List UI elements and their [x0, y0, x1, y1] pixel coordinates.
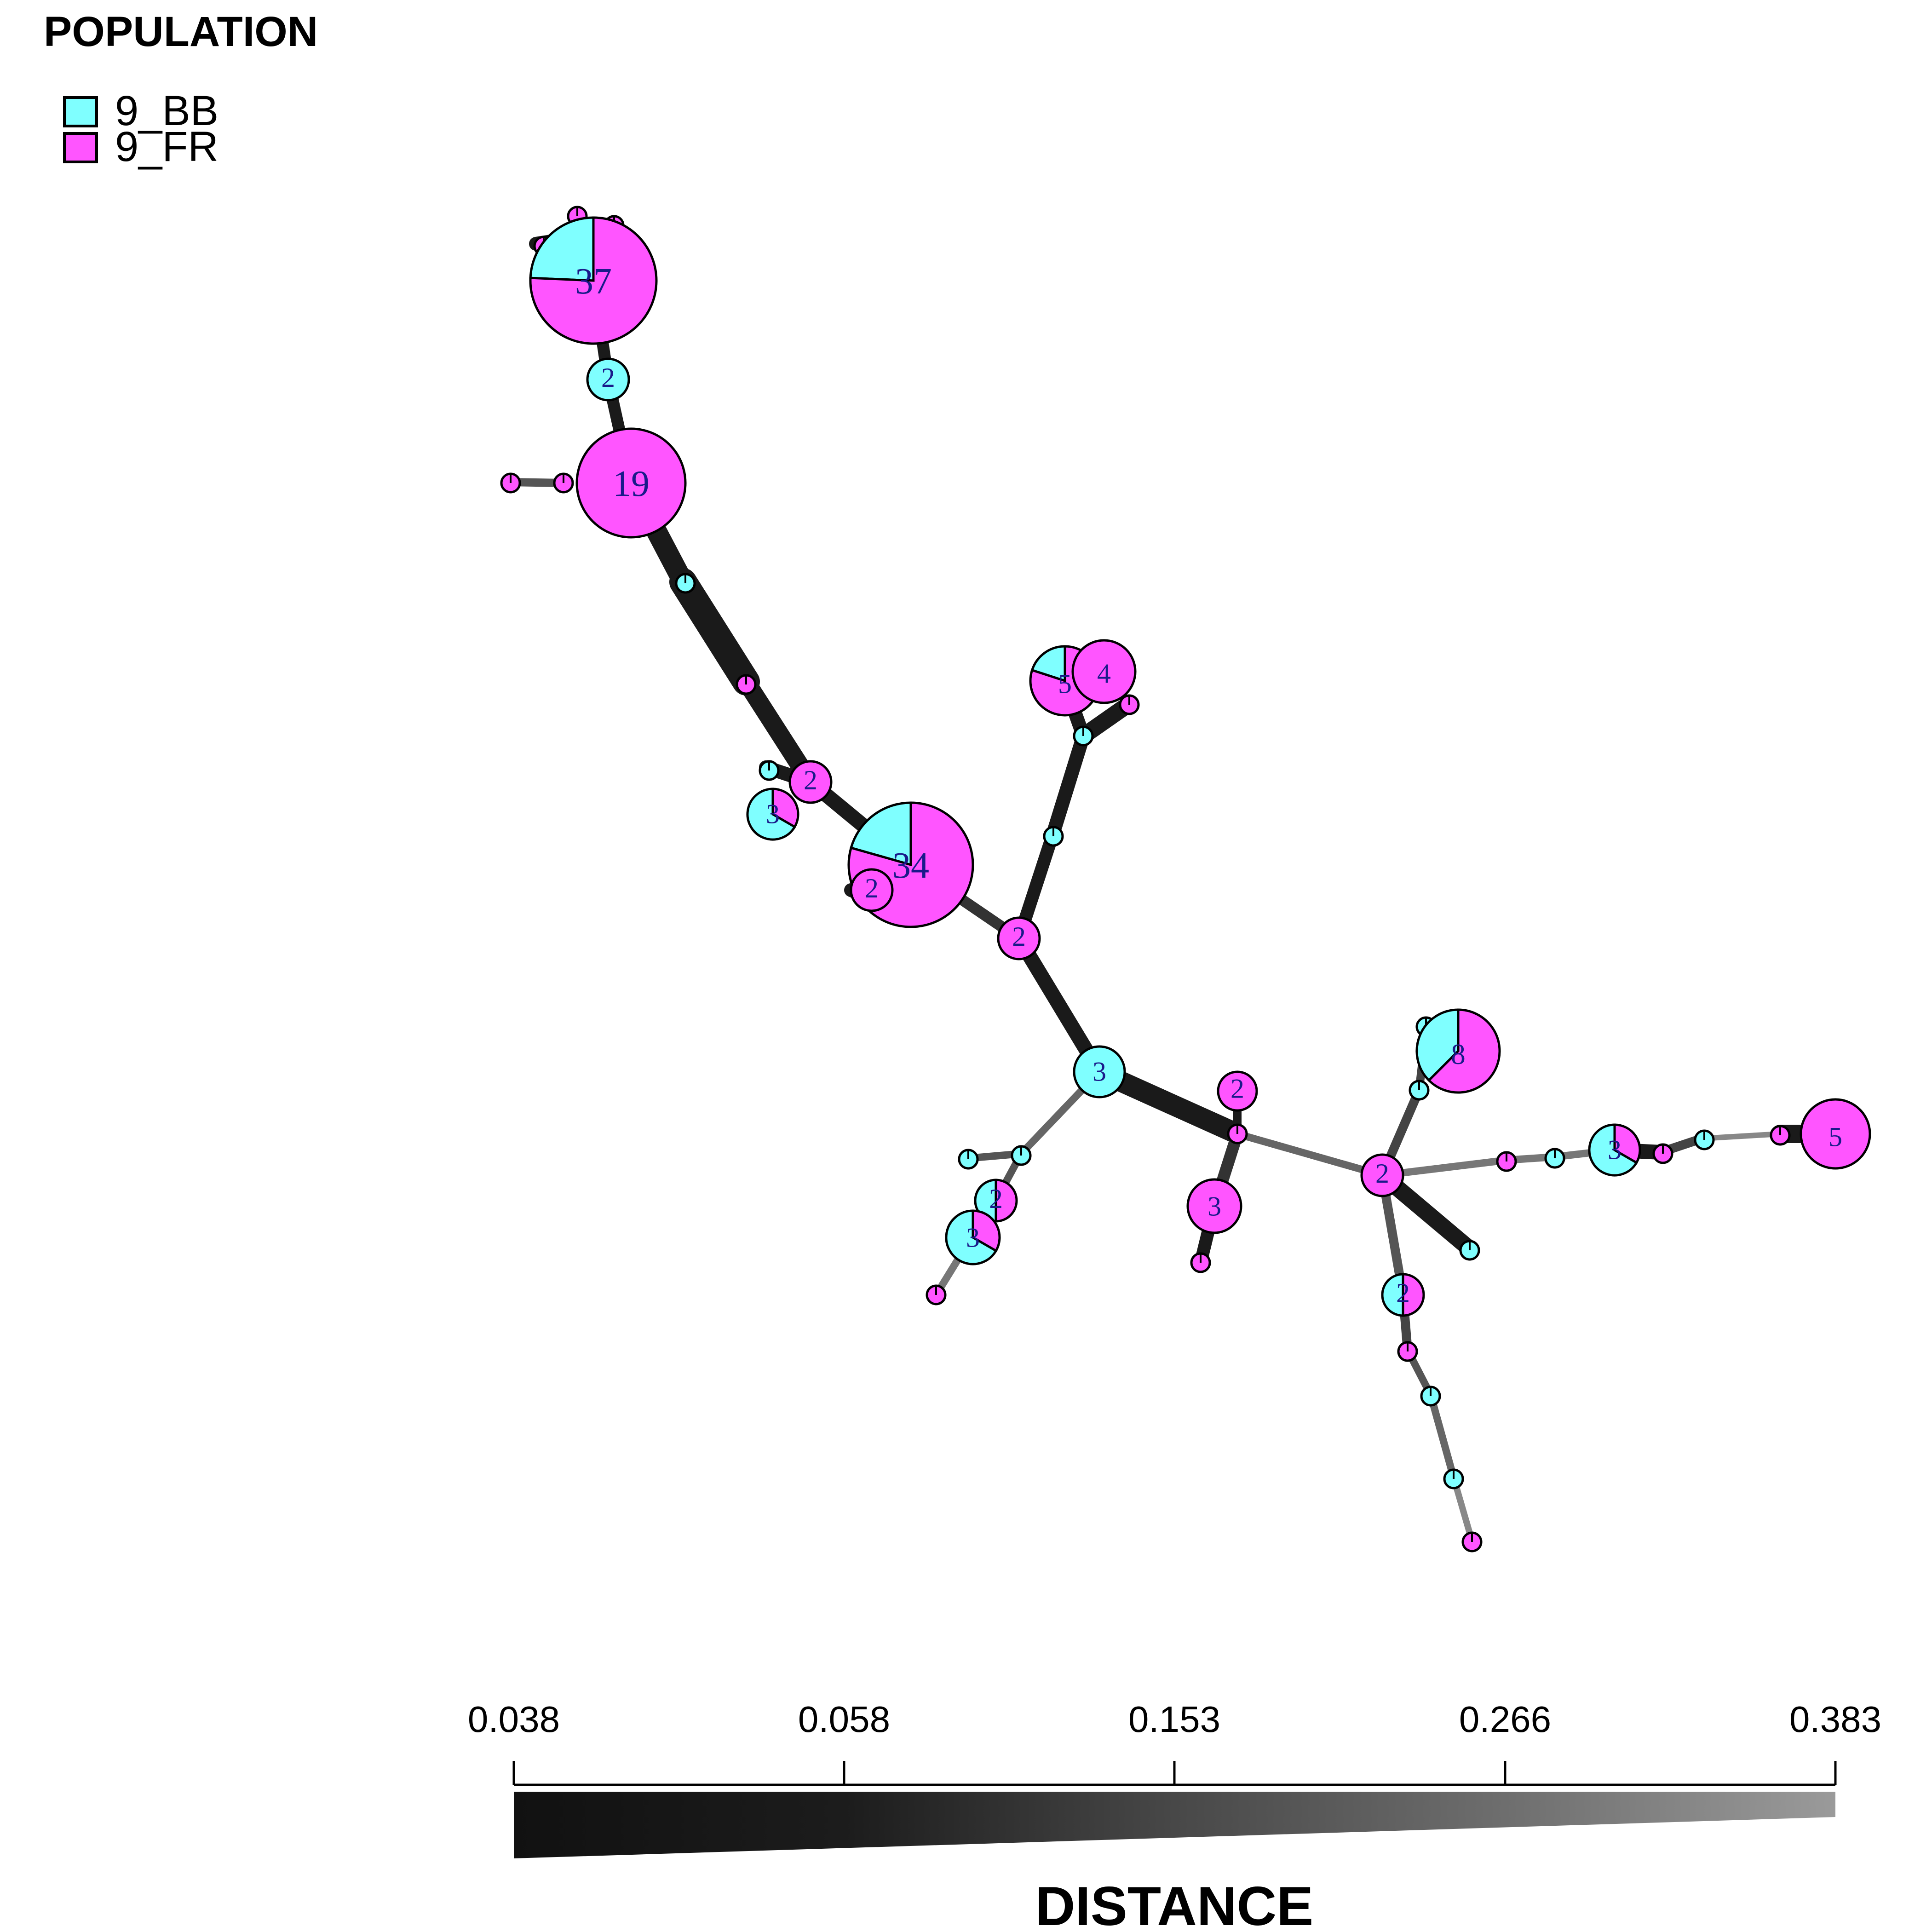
edge	[1234, 1130, 1386, 1179]
scale-tick-label: 0.383	[1789, 1699, 1881, 1740]
legend-title: POPULATION	[44, 8, 318, 55]
pie-slice	[945, 1209, 998, 1265]
distance-gradient-wedge	[514, 1792, 1835, 1858]
distance-scale: 0.038 0.058 0.153 0.266 0.383 DISTANCE	[468, 1699, 1881, 1932]
pie-slice	[746, 788, 797, 841]
scale-tick-label: 0.058	[798, 1699, 890, 1740]
pie-slice	[529, 216, 595, 282]
legend-swatch-bb	[63, 96, 98, 127]
pie-slice	[1381, 1273, 1404, 1317]
haplotype-count-label: 2	[804, 765, 817, 795]
haplotype-count-label: 3	[966, 1222, 980, 1253]
haplotype-count-label: 4	[1097, 658, 1111, 689]
haplotype-count-label: 2	[1375, 1158, 1389, 1189]
haplotype-count-label: 3	[1092, 1056, 1106, 1087]
pie-slice	[850, 801, 912, 867]
haplotype-node	[586, 357, 630, 402]
pie-slice	[529, 216, 658, 345]
haplotype-count-label: 2	[1012, 921, 1026, 952]
edge	[1046, 729, 1090, 840]
haplotype-node	[1217, 1070, 1258, 1112]
haplotype-node	[1071, 639, 1137, 704]
edge	[669, 568, 760, 696]
legend-swatch-fr	[63, 132, 98, 163]
haplotype-node	[788, 760, 833, 804]
haplotype-count-label: 2	[989, 1184, 1003, 1214]
haplotype-node	[997, 916, 1041, 960]
haplotype-node	[1186, 1178, 1242, 1234]
haplotype-count-label: 3	[766, 799, 780, 829]
pie-slice	[1613, 1123, 1641, 1164]
haplotype-node	[1360, 1153, 1404, 1197]
pie-slice	[1588, 1123, 1639, 1177]
haplotype-node	[575, 427, 687, 539]
edge	[1427, 1391, 1457, 1481]
pie-slice	[1402, 1273, 1425, 1317]
haplotype-node	[1800, 1098, 1871, 1170]
haplotype-count-label: 19	[613, 464, 650, 504]
network-edges	[504, 230, 1845, 1544]
edge	[1699, 1131, 1783, 1141]
pie-slice	[972, 1209, 1001, 1253]
pie-slice	[771, 788, 799, 828]
haplotype-count-label: 8	[1451, 1038, 1466, 1070]
legend-label-fr: 9_FR	[115, 123, 218, 170]
pie-slice	[1415, 1008, 1460, 1082]
haplotype-count-label: 2	[865, 873, 879, 903]
pie-slice	[1427, 1008, 1501, 1094]
scale-tick-label: 0.038	[468, 1699, 560, 1740]
pie-slice	[995, 1179, 1018, 1223]
haplotype-count-label: 3	[1608, 1134, 1622, 1165]
haplotype-node	[1073, 1045, 1126, 1098]
haplotype-node	[850, 868, 894, 912]
haplotype-count-label: 2	[601, 362, 615, 393]
legend-label-bb: 9_BB	[115, 87, 218, 134]
haplotype-count-label: 3	[1208, 1191, 1221, 1221]
scale-title: DISTANCE	[1035, 1875, 1313, 1932]
haplotype-count-label: 2	[1396, 1278, 1410, 1308]
legend: POPULATION 9_BB 9_FR	[44, 8, 318, 170]
scale-tick-label: 0.266	[1459, 1699, 1551, 1740]
haplotype-count-label: 34	[892, 845, 929, 886]
haplotype-count-label: 37	[575, 261, 612, 302]
scale-tick-label: 0.153	[1128, 1699, 1220, 1740]
haplotype-count-label: 5	[1058, 668, 1072, 699]
haplotype-count-label: 5	[1828, 1121, 1842, 1152]
haplotype-count-label: 2	[1230, 1074, 1244, 1104]
